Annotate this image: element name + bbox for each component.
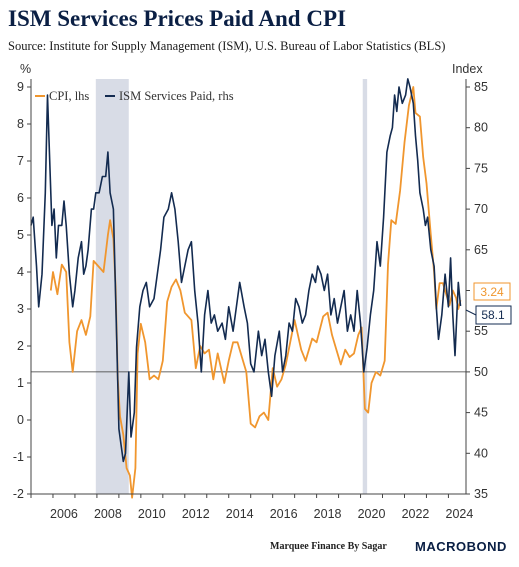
left-tick-label: 6 xyxy=(17,191,24,205)
x-tick-label: 2020 xyxy=(358,507,386,521)
left-axis-unit: % xyxy=(20,62,31,76)
ism-series-line xyxy=(30,78,462,463)
right-tick-label: 40 xyxy=(474,446,488,460)
x-tick-label: 2008 xyxy=(94,507,122,521)
macrobond-logo: MACROBOND xyxy=(415,539,507,554)
left-tick-label: 2 xyxy=(17,339,24,353)
right-tick-label: 45 xyxy=(474,406,488,420)
x-tick-label: 2006 xyxy=(50,507,78,521)
x-tick-label: 2012 xyxy=(182,507,210,521)
x-tick-label: 2022 xyxy=(402,507,430,521)
right-tick-label: 85 xyxy=(474,80,488,94)
left-tick-label: 3 xyxy=(17,302,24,316)
x-tick-label: 2016 xyxy=(270,507,298,521)
chart-subtitle: Source: Institute for Supply Management … xyxy=(8,39,446,53)
ism-end-label-box xyxy=(475,305,512,325)
left-tick-label: 8 xyxy=(17,117,24,131)
left-tick-label: 1 xyxy=(17,376,24,390)
cpi-end-label: 3.24 xyxy=(480,285,504,299)
left-tick-label: -2 xyxy=(13,487,24,501)
left-tick-label: 4 xyxy=(17,265,24,279)
right-tick-label: 55 xyxy=(474,324,488,338)
x-tick-label: 2010 xyxy=(138,507,166,521)
right-tick-label: 75 xyxy=(474,161,488,175)
left-tick-label: 7 xyxy=(17,154,24,168)
right-tick-label: 65 xyxy=(474,243,488,257)
left-tick-label: 9 xyxy=(17,80,24,94)
x-tick-label: 2014 xyxy=(226,507,254,521)
right-tick-label: 70 xyxy=(474,202,488,216)
recession-band xyxy=(95,79,129,494)
left-tick-label: 5 xyxy=(17,228,24,242)
left-tick-label: -1 xyxy=(13,450,24,464)
recession-band xyxy=(362,79,368,494)
x-tick-label: 2024 xyxy=(446,507,474,521)
cpi-end-label-box xyxy=(473,282,511,301)
ism-end-pointer xyxy=(465,309,477,316)
legend-ism-label: ISM Services Paid, rhs xyxy=(119,89,234,103)
right-axis-unit: Index xyxy=(452,62,483,76)
right-tick-label: 80 xyxy=(474,121,488,135)
legend-cpi-label: CPI, lhs xyxy=(49,89,89,103)
right-tick-label: 50 xyxy=(474,365,488,379)
cpi-end-pointer xyxy=(463,292,474,308)
left-tick-label: 0 xyxy=(17,413,24,427)
right-tick-label: 35 xyxy=(474,487,488,501)
ism-end-label: 58.1 xyxy=(481,308,505,322)
credit-label: Marquee Finance By Sagar xyxy=(270,541,387,552)
x-tick-label: 2018 xyxy=(314,507,342,521)
chart-title: ISM Services Prices Paid And CPI xyxy=(8,6,346,31)
